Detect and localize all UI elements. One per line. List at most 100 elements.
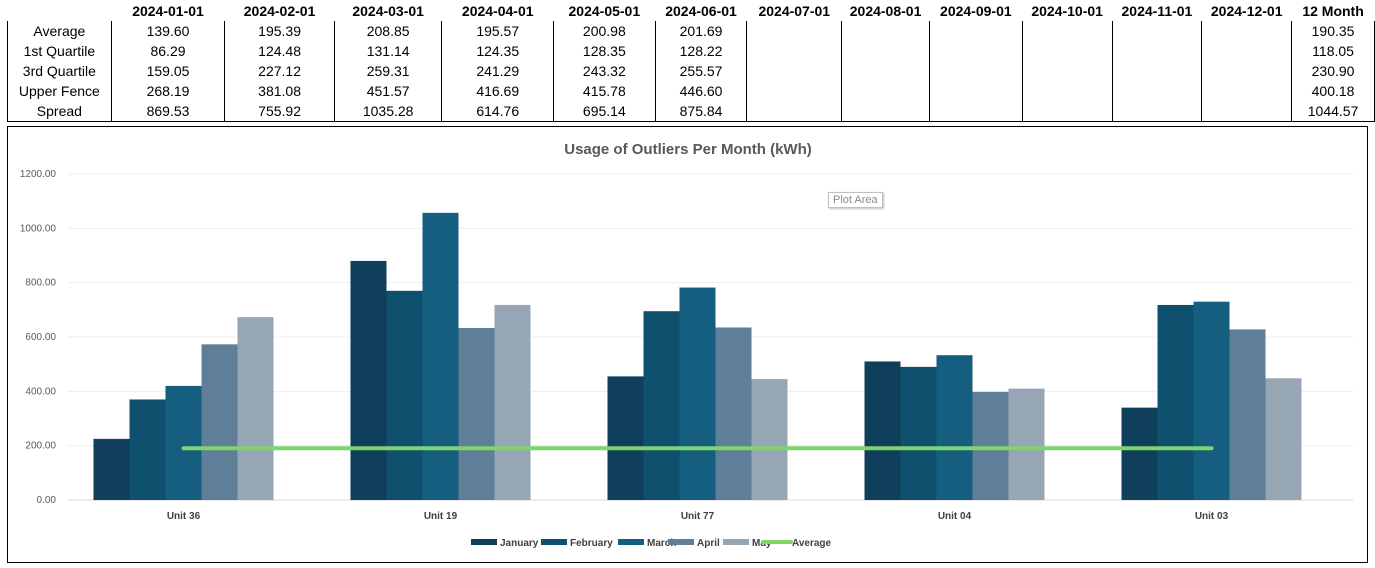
table-cell[interactable] (841, 21, 930, 41)
table-cell[interactable] (928, 21, 1023, 41)
table-cell[interactable] (1021, 101, 1113, 122)
table-cell[interactable]: 86.29 (110, 41, 226, 61)
table-cell[interactable] (1021, 81, 1113, 101)
bar-february-unit-03[interactable] (1157, 304, 1194, 500)
table-cell[interactable]: 268.19 (110, 81, 226, 101)
column-header[interactable]: 2024-12-01 (1210, 2, 1283, 19)
table-cell[interactable]: 755.92 (224, 101, 335, 122)
bar-may-unit-19[interactable] (494, 304, 531, 500)
column-header[interactable]: 2024-11-01 (1121, 2, 1193, 19)
bar-march-unit-36[interactable] (165, 385, 202, 500)
bar-april-unit-36[interactable] (201, 344, 238, 500)
legend-item-april[interactable]: April (668, 538, 720, 549)
table-cell[interactable]: 1035.28 (333, 101, 443, 122)
column-header[interactable]: 2024-02-01 (243, 2, 316, 19)
table-cell[interactable] (928, 41, 1023, 61)
bar-april-unit-77[interactable] (715, 327, 752, 500)
table-cell[interactable] (746, 101, 843, 122)
column-header[interactable]: 2024-09-01 (940, 2, 1012, 19)
table-cell[interactable]: 227.12 (224, 61, 335, 81)
table-cell[interactable]: 614.76 (441, 101, 554, 122)
table-cell[interactable]: 400.18 (1291, 81, 1375, 101)
table-cell[interactable]: 255.57 (654, 61, 748, 81)
bar-february-unit-04[interactable] (900, 366, 937, 500)
table-cell[interactable]: 208.85 (333, 21, 443, 41)
table-cell[interactable] (1201, 41, 1293, 61)
table-cell[interactable] (841, 81, 930, 101)
bar-february-unit-36[interactable] (129, 399, 166, 500)
table-cell[interactable]: 128.35 (553, 41, 656, 61)
column-header[interactable]: 2024-05-01 (568, 2, 641, 19)
bar-april-unit-03[interactable] (1229, 329, 1266, 500)
table-cell[interactable]: 1044.57 (1291, 101, 1375, 122)
column-header[interactable]: 2024-04-01 (461, 2, 534, 19)
header-corner[interactable] (8, 0, 112, 21)
legend-item-average[interactable]: Average (761, 538, 832, 549)
table-cell[interactable]: 259.31 (333, 61, 443, 81)
table-cell[interactable] (1111, 61, 1203, 81)
bar-april-unit-19[interactable] (458, 328, 495, 500)
table-cell[interactable] (1201, 61, 1293, 81)
table-cell[interactable] (1111, 21, 1203, 41)
table-cell[interactable]: 695.14 (553, 101, 656, 122)
bar-march-unit-03[interactable] (1193, 301, 1230, 500)
table-cell[interactable]: 195.39 (224, 21, 335, 41)
table-cell[interactable]: 195.57 (441, 21, 554, 41)
chart-frame[interactable]: Usage of Outliers Per Month (kWh) 0.00 20… (7, 126, 1368, 563)
column-header[interactable]: 2024-03-01 (352, 2, 424, 19)
table-cell[interactable]: 139.60 (110, 21, 226, 41)
table-cell[interactable] (928, 81, 1023, 101)
table-cell[interactable]: 230.90 (1291, 61, 1375, 81)
legend-item-march[interactable]: March (618, 538, 676, 549)
row-label[interactable]: 1st Quartile (7, 41, 112, 61)
table-cell[interactable] (1201, 81, 1293, 101)
table-cell[interactable]: 381.08 (224, 81, 335, 101)
table-cell[interactable] (1111, 101, 1203, 122)
bar-february-unit-77[interactable] (643, 311, 680, 500)
row-label[interactable]: Upper Fence (7, 81, 112, 101)
column-header[interactable]: 2024-06-01 (665, 2, 737, 19)
table-cell[interactable] (928, 61, 1023, 81)
table-cell[interactable] (746, 81, 843, 101)
table-cell[interactable] (841, 101, 930, 122)
bar-january-unit-36[interactable] (93, 438, 130, 500)
table-cell[interactable]: 159.05 (110, 61, 226, 81)
table-cell[interactable]: 124.48 (224, 41, 335, 61)
table-cell[interactable] (1111, 81, 1203, 101)
table-cell[interactable]: 869.53 (110, 101, 226, 122)
table-cell[interactable] (841, 41, 930, 61)
column-header[interactable]: 12 Month (1302, 2, 1364, 19)
bar-march-unit-77[interactable] (679, 287, 716, 500)
bar-january-unit-77[interactable] (607, 376, 644, 500)
table-cell[interactable] (1021, 61, 1113, 81)
column-header[interactable]: 2024-10-01 (1031, 2, 1103, 19)
table-cell[interactable] (841, 61, 930, 81)
table-cell[interactable] (746, 41, 843, 61)
column-header[interactable]: 2024-01-01 (132, 2, 204, 19)
bar-april-unit-04[interactable] (972, 391, 1009, 500)
bar-march-unit-04[interactable] (936, 355, 973, 500)
row-label[interactable]: Spread (7, 101, 112, 122)
legend-item-january[interactable]: January (471, 538, 539, 549)
bar-may-unit-03[interactable] (1265, 378, 1302, 500)
bar-may-unit-77[interactable] (751, 379, 788, 500)
table-cell[interactable]: 416.69 (441, 81, 554, 101)
bar-january-unit-03[interactable] (1121, 407, 1158, 500)
column-header[interactable]: 2024-08-01 (849, 2, 922, 19)
table-cell[interactable]: 875.84 (654, 101, 748, 122)
row-label[interactable]: 3rd Quartile (7, 61, 112, 81)
bar-may-unit-36[interactable] (237, 317, 274, 500)
bar-january-unit-19[interactable] (350, 260, 387, 500)
table-cell[interactable] (1201, 101, 1293, 122)
table-cell[interactable] (746, 61, 843, 81)
table-cell[interactable]: 451.57 (333, 81, 443, 101)
column-header[interactable]: 2024-07-01 (758, 2, 831, 19)
table-cell[interactable]: 128.22 (654, 41, 748, 61)
table-cell[interactable] (1201, 21, 1293, 41)
table-cell[interactable] (1111, 41, 1203, 61)
bar-february-unit-19[interactable] (386, 290, 423, 500)
bar-march-unit-19[interactable] (422, 212, 459, 500)
table-cell[interactable]: 118.05 (1291, 41, 1375, 61)
table-cell[interactable]: 201.69 (654, 21, 748, 41)
bar-may-unit-04[interactable] (1008, 388, 1045, 500)
